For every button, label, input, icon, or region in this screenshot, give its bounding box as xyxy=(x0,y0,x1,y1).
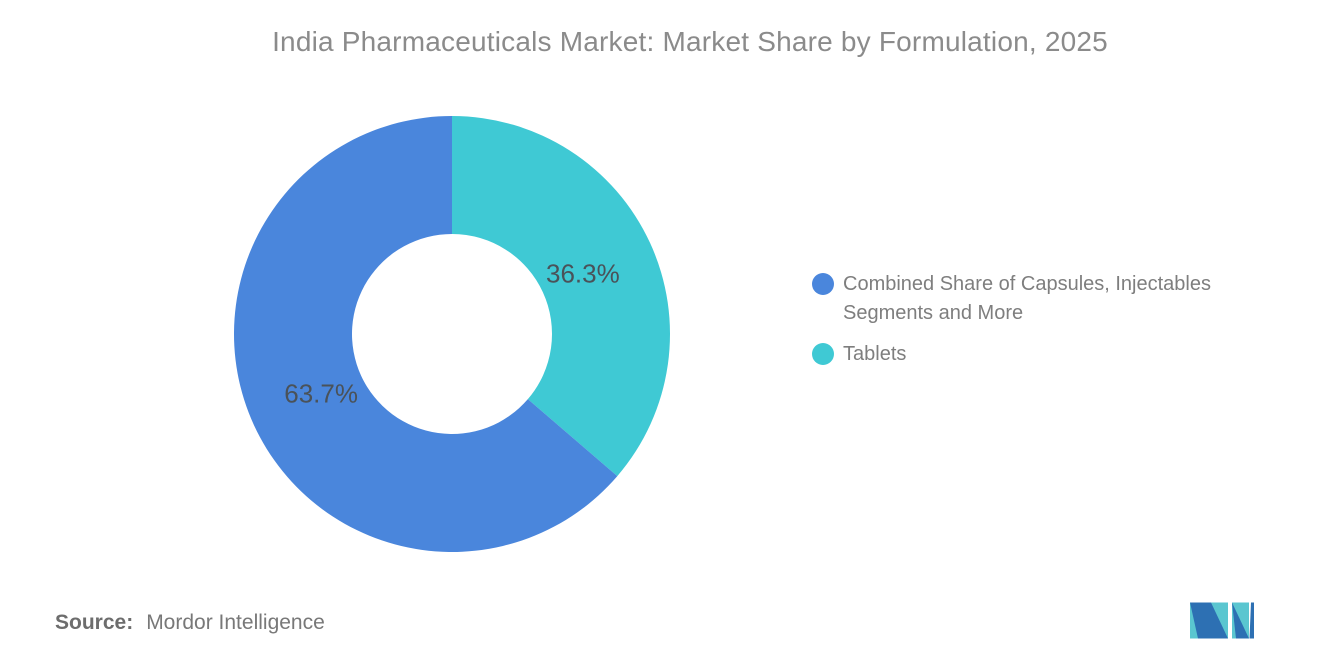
legend-dot-combined-share-icon xyxy=(812,273,834,295)
legend: Combined Share of Capsules, Injectables … xyxy=(812,270,1282,381)
logo-left-blue-diagonal xyxy=(1190,602,1228,639)
chart-title: India Pharmaceuticals Market: Market Sha… xyxy=(272,26,1108,57)
legend-label-tablets: Tablets xyxy=(843,340,906,369)
legend-item-combined-share: Combined Share of Capsules, Injectables … xyxy=(812,270,1282,328)
slice-label-tablets: 36.3% xyxy=(545,258,620,289)
source-line: Source: Mordor Intelligence xyxy=(55,611,325,635)
legend-label-line-1: Tablets xyxy=(843,343,907,365)
legend-label-combined-share: Combined Share of Capsules, Injectables … xyxy=(843,270,1211,328)
slice-combined-share xyxy=(233,115,618,553)
legend-item-tablets: Tablets xyxy=(812,340,1282,369)
slice-tablets xyxy=(452,116,670,477)
source-value: Mordor Intelligence xyxy=(146,611,325,634)
mordor-intelligence-logo xyxy=(1190,602,1254,639)
legend-label-line-1: Combined Share of Capsules, Injectables xyxy=(843,273,1211,295)
slice-label-combined-share: 63.7% xyxy=(284,378,358,409)
legend-label-line-2: Segments and More xyxy=(843,302,1024,324)
logo-right-blue-bar xyxy=(1249,602,1254,639)
logo-right-blue-diagonal xyxy=(1232,602,1249,639)
source-label: Source: xyxy=(55,611,134,634)
legend-dot-tablets-icon xyxy=(812,343,834,365)
